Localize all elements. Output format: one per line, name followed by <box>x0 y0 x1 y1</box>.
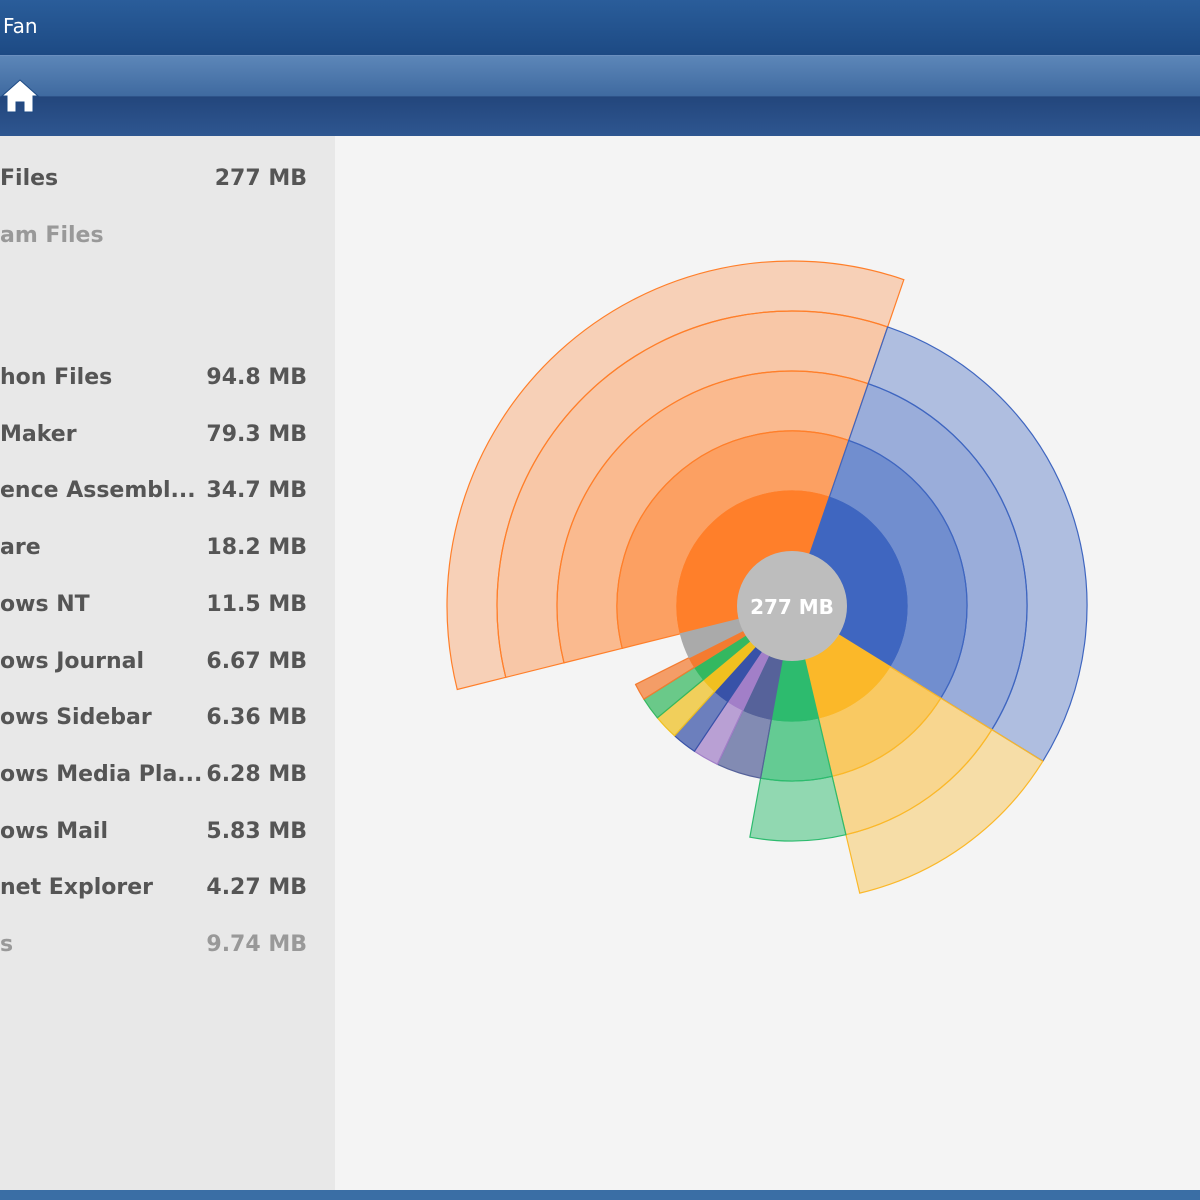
folder-size: 6.36 MB <box>206 705 307 731</box>
folder-size: 6.28 MB <box>206 761 307 787</box>
folder-size: 4.27 MB <box>206 875 307 901</box>
subfolder-ring[interactable] <box>749 775 847 842</box>
parent-name: am Files <box>0 223 104 248</box>
folder-name: hon Files <box>0 365 113 390</box>
folder-name: s <box>0 932 14 957</box>
folder-size: 5.83 MB <box>206 818 307 844</box>
folder-name: ows Mail <box>0 818 109 844</box>
folder-name: ence Assembl... <box>0 478 196 504</box>
center-circle <box>737 551 847 661</box>
subfolder-ring[interactable] <box>446 260 905 691</box>
root-name: Files <box>0 166 59 191</box>
sunburst-chart: 277 MB <box>446 260 1088 894</box>
folder-name: are <box>0 535 41 561</box>
folder-name: ows Media Pla... <box>0 761 203 787</box>
folder-name: ows Journal <box>0 648 145 674</box>
folder-name: ows Sidebar <box>0 705 152 731</box>
folder-size: 79.3 MB <box>206 421 307 447</box>
subfolder-ring[interactable] <box>845 728 1044 894</box>
root-size: 277 MB <box>214 166 307 191</box>
folder-name: ows NT <box>0 591 90 617</box>
folder-size: 11.5 MB <box>206 591 307 617</box>
window-title: Fan <box>3 14 38 38</box>
toolbar <box>0 56 1200 136</box>
center-label: 277 MB <box>750 595 834 619</box>
folder-size: 94.8 MB <box>206 365 307 390</box>
folder-list: Files 277 MB am Files hon Files 94.8 MB Ma… <box>0 136 335 1190</box>
folder-name: Maker <box>0 421 77 447</box>
folder-size: 9.74 MB <box>206 932 307 957</box>
folder-size: 34.7 MB <box>206 478 307 504</box>
title-bar: Fan <box>0 0 1200 56</box>
home-button[interactable] <box>0 76 40 116</box>
folder-size: 18.2 MB <box>206 535 307 561</box>
bottom-border <box>0 1190 1200 1200</box>
folder-name: net Explorer <box>0 875 154 901</box>
folder-size: 6.67 MB <box>206 648 307 674</box>
